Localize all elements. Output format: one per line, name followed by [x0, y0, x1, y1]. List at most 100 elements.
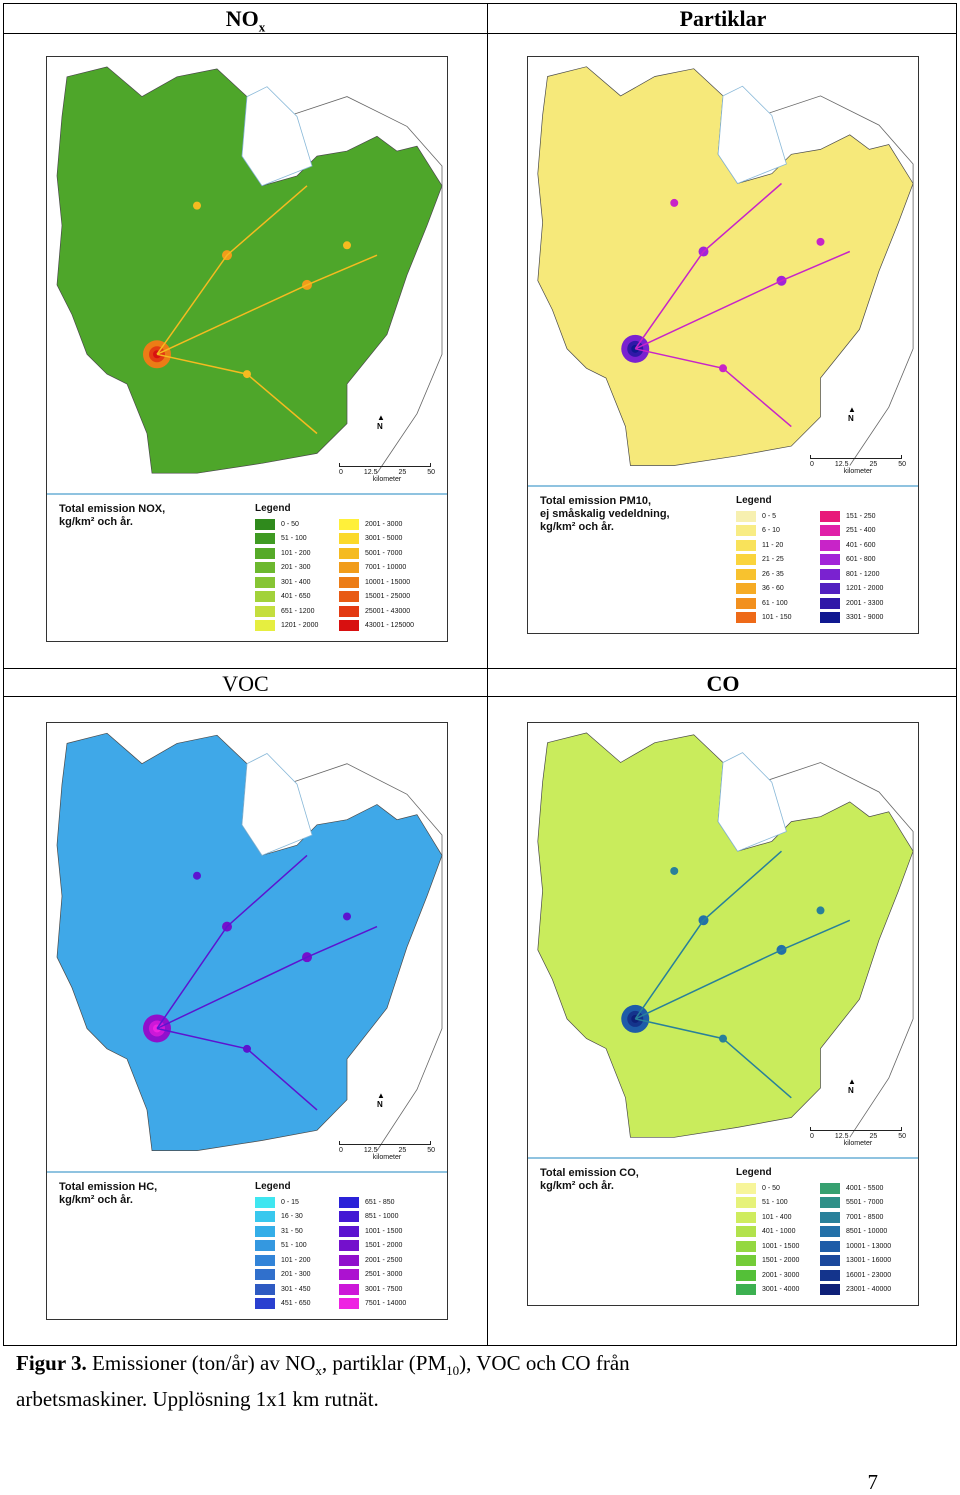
- legend-swatch: [255, 1240, 275, 1252]
- legend-label: 5501 - 7000: [846, 1199, 884, 1207]
- legend-entry: 31 - 50: [255, 1224, 311, 1239]
- legend-entry: 201 - 300: [255, 561, 318, 576]
- north-arrow-icon: ▲ N: [377, 413, 385, 431]
- legend-swatch: [736, 1284, 756, 1296]
- legend-entry: 26 - 35: [736, 567, 792, 582]
- legend-swatch: [820, 568, 840, 580]
- region-map-illustration: [56, 66, 443, 474]
- emission-hotspot: [816, 906, 825, 915]
- legend-entry: 451 - 650: [255, 1297, 311, 1312]
- road-line: [156, 925, 378, 1030]
- table-divider-header-2: [4, 696, 956, 697]
- legend-entry: 601 - 800: [820, 553, 883, 568]
- region-map-illustration: [537, 732, 914, 1138]
- figure-table: NOx Partiklar VOC CO: [3, 3, 957, 1346]
- road-line: [634, 919, 851, 1020]
- legend-label: 0 - 15: [281, 1198, 299, 1206]
- legend-label: 301 - 400: [281, 578, 311, 586]
- legend-label: 43001 - 125000: [365, 622, 415, 630]
- scale-tick: 25: [398, 469, 407, 476]
- legend-entry: 301 - 400: [255, 575, 318, 590]
- legend-label: 21 - 25: [762, 556, 784, 564]
- north-label: N: [377, 422, 383, 431]
- legend-column: 4001 - 5500 5501 - 7000 7001 - 8500 8501 - …: [820, 1181, 891, 1297]
- legend-entry: 1501 - 2000: [736, 1254, 799, 1269]
- legend-label: 251 - 400: [846, 527, 876, 535]
- legend-swatch: [820, 554, 840, 566]
- legend-label: 51 - 100: [281, 1242, 307, 1250]
- legend-swatch: [339, 1283, 359, 1295]
- legend-label: 2001 - 3000: [762, 1271, 800, 1279]
- legend-entry: 10001 - 15000: [339, 575, 414, 590]
- legend-label: 2001 - 3000: [365, 520, 403, 528]
- emission-hotspot: [670, 866, 679, 875]
- legend-label: 401 - 600: [846, 541, 876, 549]
- legend-label: 101 - 150: [762, 614, 792, 622]
- legend-entry: 401 - 600: [820, 538, 883, 553]
- legend-entry: 101 - 200: [255, 1253, 311, 1268]
- legend-entry: 1201 - 2000: [255, 619, 318, 634]
- legend-swatch: [820, 1211, 840, 1223]
- legend-swatch: [820, 1182, 840, 1194]
- map-nox: ▲ N 0 12.5 25 50 kilometer Total emission NOX, …: [46, 56, 448, 642]
- legend-entry: 0 - 50: [736, 1181, 799, 1196]
- legend-swatch: [736, 1240, 756, 1252]
- legend-entry: 51 - 100: [736, 1196, 799, 1211]
- legend-label: 25001 - 43000: [365, 607, 411, 615]
- legend-column: 151 - 250 251 - 400 401 - 600 601 - 800 801 …: [820, 509, 883, 625]
- legend-column: 0 - 50 51 - 100 101 - 200 201 - 300 301 - 40…: [255, 517, 318, 633]
- legend-label: 201 - 300: [281, 564, 311, 572]
- north-arrow-icon: ▲ N: [848, 405, 856, 423]
- header-nox: NOx: [225, 6, 266, 35]
- legend-swatch: [820, 1226, 840, 1238]
- legend-label: 101 - 400: [762, 1213, 792, 1221]
- legend-label: 3001 - 7500: [365, 1285, 403, 1293]
- legend-swatch: [339, 1240, 359, 1252]
- legend-swatch: [255, 562, 275, 574]
- legend-label: 23001 - 40000: [846, 1286, 892, 1294]
- north-arrow-icon: ▲ N: [848, 1077, 856, 1095]
- legend-label: 16 - 30: [281, 1213, 303, 1221]
- legend-entry: 401 - 1000: [736, 1225, 799, 1240]
- legend-label: 301 - 450: [281, 1285, 311, 1293]
- legend-swatch: [736, 554, 756, 566]
- header-particles: Partiklar: [679, 6, 767, 31]
- legend-swatch: [255, 591, 275, 603]
- legend-entry: 61 - 100: [736, 596, 792, 611]
- scale-unit: kilometer: [843, 1140, 873, 1147]
- legend-label: 10001 - 13000: [846, 1242, 892, 1250]
- legend-heading: Legend: [255, 503, 291, 514]
- legend-label: 1201 - 2000: [281, 622, 319, 630]
- legend-label: 201 - 300: [281, 1271, 311, 1279]
- legend-entry: 801 - 1200: [820, 567, 883, 582]
- legend-entry: 13001 - 16000: [820, 1254, 891, 1269]
- figure-caption: Figur 3. Emissioner (ton/år) av NOx, par…: [16, 1351, 630, 1412]
- road-line: [635, 1018, 792, 1099]
- legend-label: 13001 - 16000: [846, 1257, 892, 1265]
- legend-label: 1501 - 2000: [762, 1257, 800, 1265]
- legend-entry: 201 - 300: [255, 1268, 311, 1283]
- legend-entry: 2001 - 3300: [820, 596, 883, 611]
- legend-label: 61 - 100: [762, 599, 788, 607]
- legend-entry: 851 - 1000: [339, 1210, 406, 1225]
- map-particles: ▲ N 0 12.5 25 50 kilometer Total emission PM10,…: [527, 56, 919, 634]
- scale-bar: 0 12.5 25 50 kilometer: [339, 1141, 435, 1161]
- legend-title: Total emission HC, kg/km² och år.: [59, 1181, 158, 1206]
- road-line: [634, 250, 851, 350]
- legend-entry: 151 - 250: [820, 509, 883, 524]
- legend-heading: Legend: [736, 495, 772, 506]
- legend-label: 51 - 100: [762, 1199, 788, 1207]
- caption-label: Figur 3.: [16, 1351, 87, 1375]
- legend-swatch: [339, 562, 359, 574]
- legend-column: 2001 - 3000 3001 - 5000 5001 - 7000 7001 - …: [339, 517, 414, 633]
- road-line: [156, 854, 308, 1029]
- legend-label: 6 - 10: [762, 527, 780, 535]
- north-label: N: [848, 414, 854, 423]
- scale-tick: 50: [427, 469, 435, 476]
- legend-label: 601 - 800: [846, 556, 876, 564]
- legend-swatch: [255, 620, 275, 632]
- legend-column: 0 - 50 51 - 100 101 - 400 401 - 1000 1001 - …: [736, 1181, 799, 1297]
- legend-entry: 36 - 60: [736, 582, 792, 597]
- legend-swatch: [339, 533, 359, 545]
- legend-column: 651 - 850 851 - 1000 1001 - 1500 1501 - 200…: [339, 1195, 406, 1311]
